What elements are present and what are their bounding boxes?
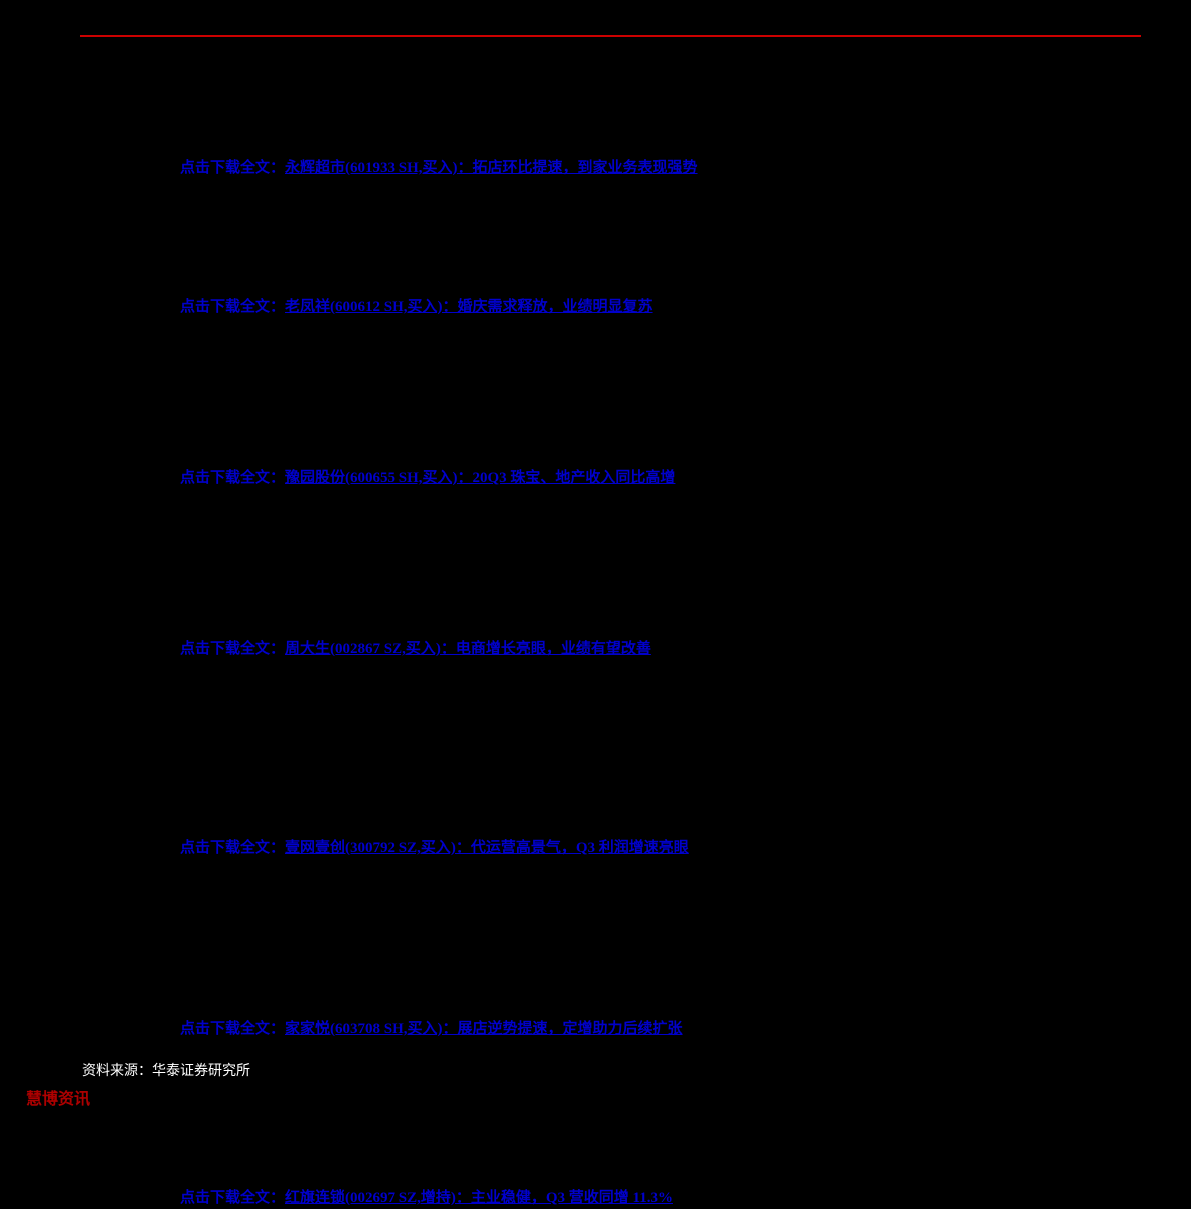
report-link[interactable]: 家家悦(603708 SH,买入)：展店逆势提速，定增助力后续扩张 bbox=[285, 1019, 683, 1040]
source-attribution: 资料来源：华泰证券研究所 bbox=[82, 1060, 250, 1080]
link-prefix: 点击下载全文： bbox=[180, 297, 285, 318]
link-prefix: 点击下载全文： bbox=[180, 158, 285, 179]
link-prefix: 点击下载全文： bbox=[180, 1019, 285, 1040]
report-link-row: 点击下载全文： 红旗连锁(002697 SZ,增持)：主业稳健，Q3 营收同增 … bbox=[180, 1188, 1131, 1209]
report-link[interactable]: 红旗连锁(002697 SZ,增持)：主业稳健，Q3 营收同增 11.3% bbox=[285, 1188, 673, 1209]
links-area: 点击下载全文： 永辉超市(601933 SH,买入)：拓店环比提速，到家业务表现… bbox=[180, 158, 1131, 1209]
page-container: 点击下载全文： 永辉超市(601933 SH,买入)：拓店环比提速，到家业务表现… bbox=[0, 0, 1191, 1115]
report-link-row: 点击下载全文： 老凤祥(600612 SH,买入)：婚庆需求释放，业绩明显复苏 bbox=[180, 297, 1131, 318]
report-link[interactable]: 豫园股份(600655 SH,买入)：20Q3 珠宝、地产收入同比高增 bbox=[285, 468, 675, 489]
report-link[interactable]: 壹网壹创(300792 SZ,买入)：代运营高景气，Q3 利润增速亮眼 bbox=[285, 838, 689, 859]
report-link-row: 点击下载全文： 壹网壹创(300792 SZ,买入)：代运营高景气，Q3 利润增… bbox=[180, 838, 1131, 859]
top-rule bbox=[80, 35, 1141, 37]
report-link[interactable]: 老凤祥(600612 SH,买入)：婚庆需求释放，业绩明显复苏 bbox=[285, 297, 653, 318]
link-prefix: 点击下载全文： bbox=[180, 838, 285, 859]
watermark: 慧博资讯 bbox=[26, 1085, 90, 1109]
report-link-row: 点击下载全文： 家家悦(603708 SH,买入)：展店逆势提速，定增助力后续扩… bbox=[180, 1019, 1131, 1040]
report-link-row: 点击下载全文： 永辉超市(601933 SH,买入)：拓店环比提速，到家业务表现… bbox=[180, 158, 1131, 179]
report-link-row: 点击下载全文： 豫园股份(600655 SH,买入)：20Q3 珠宝、地产收入同… bbox=[180, 468, 1131, 489]
link-prefix: 点击下载全文： bbox=[180, 639, 285, 660]
link-prefix: 点击下载全文： bbox=[180, 1188, 285, 1209]
report-link[interactable]: 永辉超市(601933 SH,买入)：拓店环比提速，到家业务表现强势 bbox=[285, 158, 698, 179]
report-link-row: 点击下载全文： 周大生(002867 SZ,买入)：电商增长亮眼，业绩有望改善 bbox=[180, 639, 1131, 660]
report-link[interactable]: 周大生(002867 SZ,买入)：电商增长亮眼，业绩有望改善 bbox=[285, 639, 651, 660]
link-prefix: 点击下载全文： bbox=[180, 468, 285, 489]
